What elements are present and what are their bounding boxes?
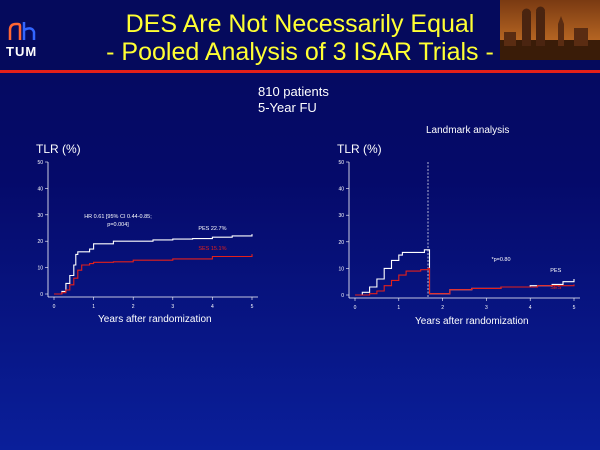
- left-chart-y-axis-label: TLR (%): [36, 142, 81, 156]
- patient-count: 810 patients: [258, 84, 329, 99]
- y-tick-label: 20: [338, 240, 344, 246]
- slide-title-line2: - Pooled Analysis of 3 ISAR Trials -: [106, 38, 494, 66]
- y-tick-label: 0: [341, 293, 344, 299]
- y-tick-label: 10: [338, 266, 344, 272]
- x-tick-label: 0: [53, 304, 56, 310]
- y-tick-label: 40: [37, 186, 43, 192]
- y-tick-label: 50: [338, 160, 344, 166]
- landmark-analysis-label: Landmark analysis: [426, 125, 510, 136]
- right-chart-y-axis-label: TLR (%): [337, 142, 382, 156]
- hazard-ratio-annotation-line1: HR 0.61 [95% CI 0.44-0.85;: [84, 214, 152, 220]
- x-tick-label: 1: [92, 304, 95, 310]
- x-tick-label: 2: [441, 305, 444, 311]
- slide-title-line1: DES Are Not Necessarily Equal: [125, 10, 475, 38]
- y-tick-label: 30: [37, 213, 43, 219]
- x-tick-label: 2: [132, 304, 135, 310]
- series-label-ses: SES 15.1%: [198, 246, 226, 252]
- series-line: [54, 254, 253, 295]
- y-tick-label: 30: [338, 213, 344, 219]
- series-line: [355, 267, 575, 296]
- y-tick-label: 0: [40, 292, 43, 298]
- x-tick-label: 3: [485, 305, 488, 311]
- right-chart-x-axis-label: Years after randomization: [415, 316, 529, 327]
- y-tick-label: 10: [37, 266, 43, 272]
- y-tick-label: 40: [338, 187, 344, 193]
- logo-text: TUM: [6, 44, 38, 59]
- y-tick-label: 20: [37, 239, 43, 245]
- x-tick-label: 1: [397, 305, 400, 311]
- series-line: [355, 249, 575, 296]
- x-tick-label: 5: [573, 305, 576, 311]
- series-label-pes: PES 22.7%: [198, 226, 226, 232]
- series-line: [54, 234, 253, 295]
- title-underline: [0, 70, 600, 73]
- left-chart-x-axis-label: Years after randomization: [98, 314, 212, 325]
- city-photo: [500, 0, 600, 60]
- hazard-ratio-annotation-line2: p=0.004]: [107, 222, 129, 228]
- series-label-ses: SES: [550, 285, 561, 291]
- x-tick-label: 3: [171, 304, 174, 310]
- series-label-pes: PES: [550, 268, 561, 274]
- x-tick-label: 5: [251, 304, 254, 310]
- x-tick-label: 4: [529, 305, 532, 311]
- x-tick-label: 4: [211, 304, 214, 310]
- x-tick-label: 0: [354, 305, 357, 311]
- p-value-annotation: *p=0.80: [491, 257, 510, 263]
- tum-logo: [8, 22, 36, 40]
- follow-up-duration: 5-Year FU: [258, 100, 317, 115]
- y-tick-label: 50: [37, 160, 43, 166]
